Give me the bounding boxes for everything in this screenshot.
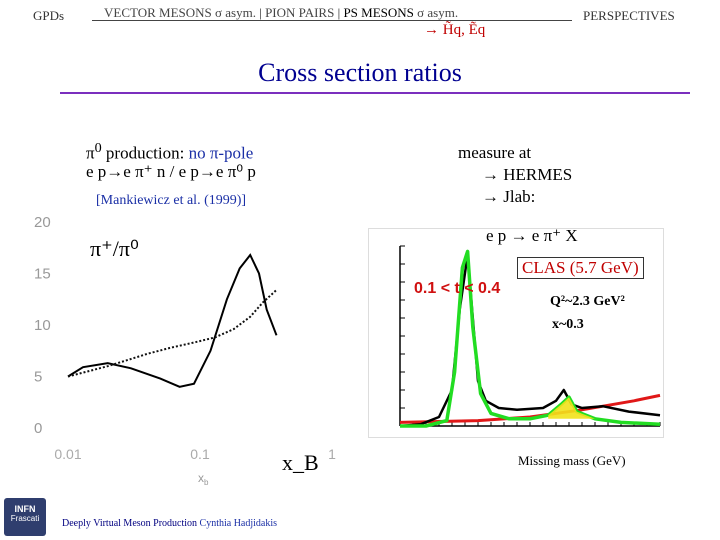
nav-bar: VECTOR MESONS σ asym. | PION PAIRS | PS … — [104, 5, 458, 21]
infn-frascati-logo: INFN Frascati — [4, 498, 46, 536]
nav-pion-pairs[interactable]: PION PAIRS — [265, 5, 335, 20]
measure-item-hermes: → HERMES — [482, 165, 573, 184]
q2-annotation: Q²~2.3 GeV² — [550, 294, 625, 309]
title-rule — [60, 92, 690, 94]
slide-title: Cross section ratios — [258, 58, 462, 87]
measure-heading: measure at — [458, 143, 532, 162]
t-range-annotation: 0.1 < t < 0.4 — [414, 280, 501, 297]
nav-separator: | — [337, 5, 341, 20]
footer-text: Deeply Virtual Meson Production Cynthia … — [62, 518, 278, 529]
no-pi-pole-text: no π-pole — [188, 143, 254, 163]
reference-citation: [Mankiewicz et al. (1999)] — [96, 193, 247, 208]
nav-separator: | — [259, 5, 262, 20]
dotted-curve — [67, 289, 278, 378]
solid-curve — [67, 253, 278, 388]
nav-gpds[interactable]: GPDs — [33, 8, 65, 23]
left-plot-title: π⁺/π⁰ — [90, 236, 139, 261]
ratio-definition-text: e p→e π⁺ n / e p→e π⁰ p — [86, 162, 256, 181]
left-plot-xlabel: x_B — [282, 450, 319, 475]
nav-perspectives[interactable]: PERSPECTIVES — [583, 8, 675, 23]
y-tick-label: 10 — [34, 317, 51, 334]
measure-list: measure at → HERMES → Jlab: — [458, 142, 572, 208]
eta-peak-fill — [548, 397, 595, 419]
y-tick-label: 0 — [34, 420, 42, 437]
y-tick-label: 15 — [34, 266, 51, 283]
x-tick-label: 0.01 — [54, 446, 81, 462]
measure-item-jlab: → Jlab: — [482, 187, 536, 206]
nav-underline — [92, 20, 572, 21]
nav-gpd-arrow-label[interactable]: → H̃q, Ẽq — [424, 22, 486, 38]
x-tick-label: 0.1 — [190, 446, 210, 462]
pi0-production-text: π0 production: no π-pole — [86, 140, 254, 163]
nav-ps-mesons[interactable]: PS MESONS — [343, 5, 414, 20]
y-tick-label: 5 — [34, 369, 42, 386]
green-fit-curve — [400, 249, 661, 428]
y-tick-label: 20 — [34, 214, 51, 231]
x-axis-small-label: xb — [198, 471, 209, 487]
clas-spectrum-plot — [399, 245, 661, 428]
x-annotation: x~0.3 — [552, 317, 584, 332]
x-tick-label: 1 — [328, 446, 336, 462]
missing-mass-xlabel: Missing mass (GeV) — [518, 453, 626, 468]
x-axis-small-subscript: b — [204, 478, 209, 487]
nav-vector-mesons-asym[interactable]: σ asym. — [215, 5, 256, 20]
nav-ps-mesons-asym[interactable]: σ asym. — [417, 5, 459, 20]
clas-legend: CLAS (5.7 GeV) — [517, 257, 644, 279]
nav-vector-mesons[interactable]: VECTOR MESONS — [104, 5, 212, 20]
reaction-label: e p → e π⁺ X — [486, 226, 578, 245]
